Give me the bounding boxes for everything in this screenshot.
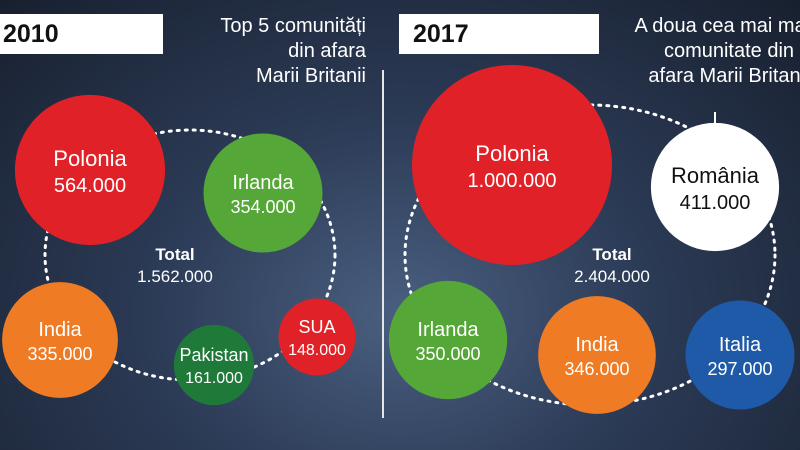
bubble-name-2017-india: India	[575, 334, 619, 356]
connector-ring-2010	[43, 128, 337, 382]
bubble-value-2010-india: 335.000	[27, 344, 92, 364]
heading-2017-line-1: A doua cea mai mare	[634, 15, 800, 37]
bubble-2017-india	[538, 296, 656, 414]
bubble-value-2017-india: 346.000	[564, 359, 629, 379]
heading-2010: Top 5 comunități din afara Marii Britani…	[220, 14, 366, 89]
bubble-2017-irlanda	[388, 280, 508, 400]
total-label-2017: Total	[592, 245, 631, 264]
bubble-2010-polonia	[14, 94, 166, 246]
bubble-2010-pakistan	[173, 324, 255, 406]
bubble-2017-rom-nia	[650, 122, 780, 252]
total-value-2017: 2.404.000	[574, 267, 650, 286]
bubble-value-2010-pakistan: 161.000	[185, 370, 243, 387]
bubble-value-2017-rom-nia: 411.000	[680, 192, 751, 214]
bubble-2017-polonia	[412, 65, 612, 265]
bubble-name-2010-polonia: Polonia	[53, 146, 127, 171]
bubble-name-2010-sua: SUA	[298, 317, 335, 337]
panel-divider	[382, 70, 384, 418]
total-value-2010: 1.562.000	[137, 267, 213, 286]
bubble-name-2017-irlanda: Irlanda	[417, 319, 479, 341]
panel-2010: 2010 Top 5 comunități din afara Marii Br…	[0, 0, 380, 450]
bubble-name-2010-india: India	[38, 319, 82, 341]
year-label-2010: 2010	[0, 14, 163, 54]
bubble-value-2010-sua: 148.000	[288, 342, 346, 359]
heading-2017: A doua cea mai mare comunitate din afara…	[599, 14, 800, 89]
bubble-2017-italia	[685, 300, 795, 410]
bubble-value-2017-polonia: 1.000.000	[468, 170, 557, 192]
bubble-2010-india	[2, 282, 118, 398]
heading-2010-line-1: Top 5 comunități	[220, 15, 366, 37]
bubble-name-2010-pakistan: Pakistan	[179, 345, 248, 365]
heading-2017-line-2: comunitate din	[663, 40, 795, 62]
bubble-value-2010-irlanda: 354.000	[230, 197, 295, 217]
bubble-value-2017-italia: 297.000	[707, 359, 772, 379]
bubble-name-2017-italia: Italia	[719, 334, 762, 356]
bubble-2010-sua	[278, 298, 356, 376]
bubble-value-2017-irlanda: 350.000	[415, 344, 480, 364]
heading-2010-line-2: din afara	[288, 40, 366, 62]
heading-2017-line-3: afara Marii Britanii	[648, 65, 800, 87]
year-label-2017: 2017	[399, 14, 599, 54]
panel-2017: 2017 A doua cea mai mare comunitate din …	[385, 0, 800, 450]
heading-2010-line-3: Marii Britanii	[255, 65, 366, 87]
total-label-2010: Total	[155, 245, 194, 264]
bubble-name-2010-irlanda: Irlanda	[232, 172, 294, 194]
bubble-2010-irlanda	[203, 133, 323, 253]
bubble-name-2017-rom-nia: România	[671, 163, 760, 188]
bubble-name-2017-polonia: Polonia	[475, 141, 549, 166]
bubble-value-2010-polonia: 564.000	[54, 175, 126, 197]
